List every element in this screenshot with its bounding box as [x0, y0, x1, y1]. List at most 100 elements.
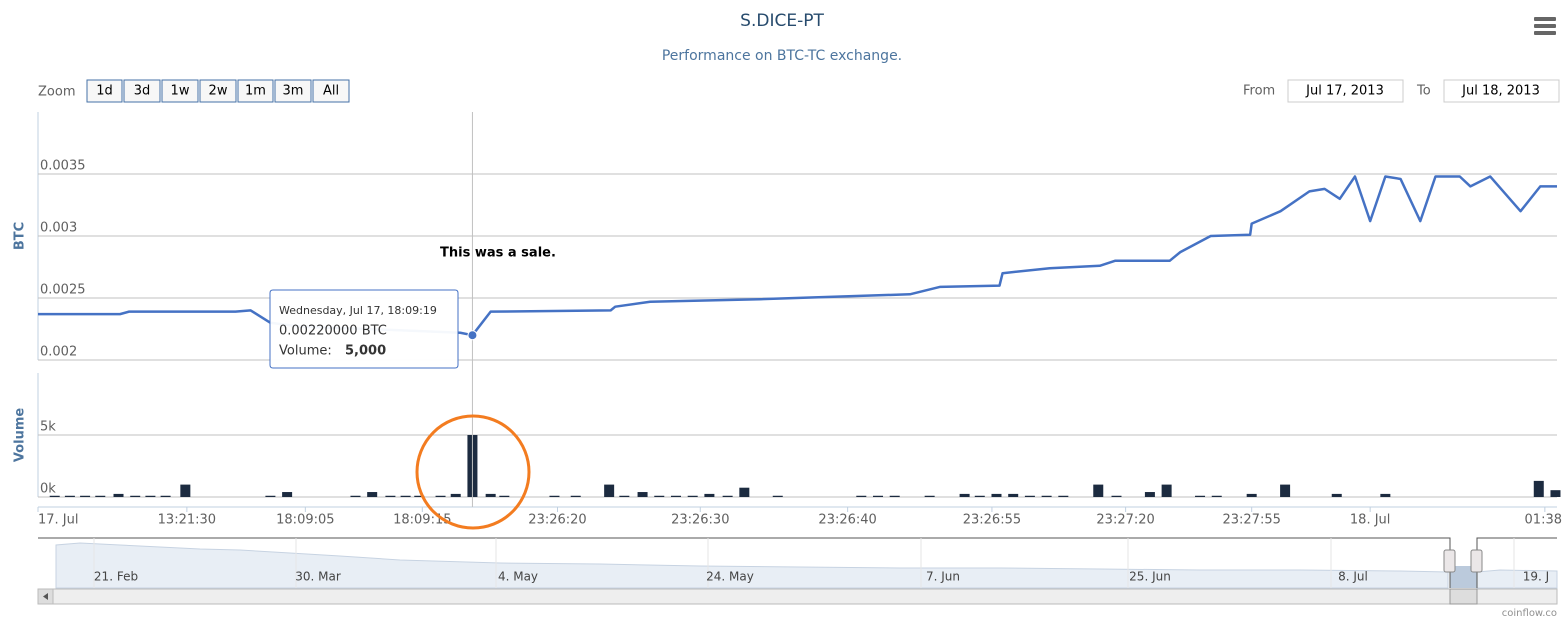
from-input[interactable] — [1287, 79, 1404, 103]
navigator-selected — [1450, 566, 1477, 588]
volume-bar — [1058, 495, 1069, 497]
volume-bar — [1024, 495, 1035, 497]
x-tick-label: 17. Jul — [38, 513, 79, 528]
volume-bar — [704, 493, 715, 497]
from-date[interactable]: Jul 17, 2013 — [1305, 84, 1384, 99]
x-tick-label: 23:27:55 — [1222, 513, 1280, 528]
tooltip: Wednesday, Jul 17, 18:09:19 0.00220000 BT… — [269, 289, 459, 369]
y-tick-label: 0.002 — [40, 345, 77, 360]
x-tick-label: 23:27:20 — [1096, 513, 1154, 528]
volume-bar — [856, 495, 867, 497]
navigator-label: 24. May — [706, 570, 754, 584]
x-tick-label: 01:38 — [1525, 513, 1562, 528]
navigator-label: 21. Feb — [94, 570, 138, 584]
to-date[interactable]: Jul 18, 2013 — [1461, 84, 1540, 99]
y-tick-label: 0.0025 — [40, 283, 86, 298]
volume-bar — [450, 493, 461, 497]
volume-bar — [722, 495, 733, 497]
volume-bar — [687, 495, 698, 497]
volume-bar — [570, 495, 581, 497]
zoom-button-label[interactable]: 3d — [134, 84, 151, 99]
zoom-button-label[interactable]: 3m — [283, 84, 304, 99]
navigator-handle[interactable] — [1443, 549, 1456, 573]
tooltip-date: Wednesday, Jul 17, 18:09:19 — [279, 304, 437, 317]
volume-bar — [1246, 493, 1257, 497]
hover-point — [467, 330, 478, 341]
zoom-button[interactable] — [123, 79, 161, 103]
x-tick-label: 18:09:05 — [276, 513, 334, 528]
zoom-button-label[interactable]: 1d — [96, 84, 113, 99]
tooltip-box — [269, 289, 459, 369]
volume-bar — [772, 495, 783, 497]
volume-bar — [1211, 495, 1222, 497]
volume-bar — [1111, 495, 1122, 497]
volume-bar — [485, 493, 496, 497]
x-tick-label: 23:26:30 — [671, 513, 729, 528]
zoom-button-label[interactable]: All — [323, 84, 339, 99]
zoom-button-label[interactable]: 2w — [209, 84, 228, 99]
navigator-label: 19. J — [1523, 570, 1549, 584]
volume-bar — [180, 484, 191, 497]
zoom-button[interactable] — [274, 79, 312, 103]
y-axis-title: BTC — [13, 222, 28, 250]
scrollbar-track[interactable] — [37, 588, 1558, 605]
menu-bar — [1534, 31, 1556, 35]
volume-bar — [350, 495, 361, 497]
volume-bar — [435, 495, 446, 497]
scrollbar-thumb[interactable] — [1449, 588, 1478, 605]
volume-bar — [1280, 484, 1291, 497]
volume-bar — [1533, 480, 1544, 497]
volume-bar — [604, 484, 615, 497]
zoom-button[interactable] — [199, 79, 237, 103]
volume-bar — [1380, 493, 1391, 497]
volume-bar — [619, 495, 630, 497]
volume-bar — [959, 493, 970, 497]
zoom-button-label[interactable]: 1w — [171, 84, 190, 99]
menu-button[interactable] — [1534, 17, 1556, 35]
zoom-label: Zoom — [38, 85, 75, 100]
volume-bar — [130, 495, 141, 497]
volume-bar — [1144, 492, 1155, 497]
zoom-button[interactable] — [161, 79, 199, 103]
volume-bar — [739, 487, 750, 497]
x-tick-label: 23:26:40 — [818, 513, 876, 528]
volume-bar — [414, 495, 425, 497]
zoom-button-label[interactable]: 1m — [245, 84, 266, 99]
volume-bar — [80, 495, 91, 497]
volume-bar — [160, 495, 171, 497]
annotation: This was a sale. — [440, 246, 556, 261]
navigator-label: 4. May — [498, 570, 538, 584]
from-label: From — [1243, 84, 1275, 99]
volume-bar — [889, 495, 900, 497]
tooltip-volume: 5,000 — [345, 344, 386, 359]
x-tick-label: 23:26:20 — [528, 513, 586, 528]
volume-bar — [1008, 493, 1019, 497]
volume-bar — [654, 495, 665, 497]
zoom-button[interactable] — [237, 79, 274, 103]
volume-bar — [499, 495, 510, 497]
to-input[interactable] — [1443, 79, 1560, 103]
volume-bar — [1161, 484, 1172, 497]
y-axis-title: Volume — [13, 408, 28, 463]
navigator-handle[interactable] — [1470, 549, 1483, 573]
to-label: To — [1416, 84, 1431, 99]
volume-bar — [385, 495, 396, 497]
navigator-label: 7. Jun — [926, 570, 960, 584]
y-tick-label: 0.0035 — [40, 159, 86, 174]
x-tick-label: 18. Jul — [1350, 513, 1391, 528]
tooltip-volume-label: Volume: — [279, 344, 332, 359]
volume-bar — [95, 495, 106, 497]
credits: coinflow.co — [1502, 608, 1557, 619]
zoom-button[interactable] — [86, 79, 123, 103]
volume-bar — [924, 495, 935, 497]
volume-bar — [400, 495, 411, 497]
volume-bar — [1331, 493, 1342, 497]
menu-bar — [1534, 24, 1556, 28]
y-tick-label: 0k — [40, 482, 56, 497]
navigator — [37, 537, 1558, 605]
volume-bar — [873, 495, 884, 497]
scrollbar-arrow — [43, 593, 48, 600]
zoom-button[interactable] — [312, 79, 350, 103]
